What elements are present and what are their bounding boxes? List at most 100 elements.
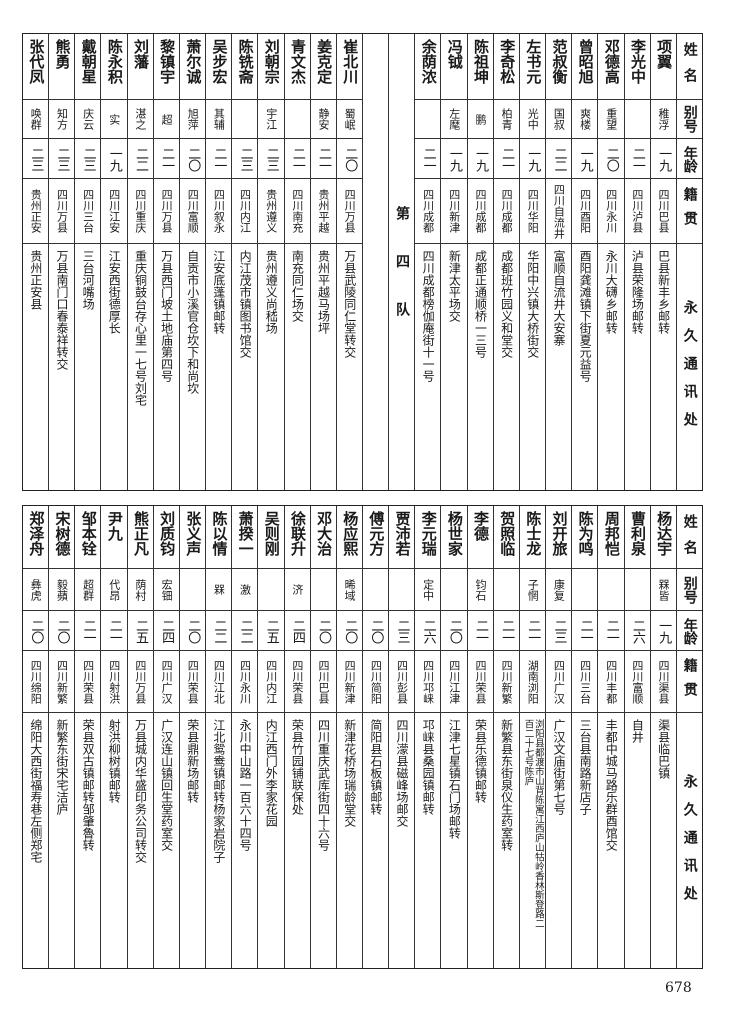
age-cell: 二〇: [598, 139, 624, 179]
age-text: 二一: [316, 146, 332, 171]
age-cell: 二一: [624, 139, 650, 179]
name-cell: 熊勇: [49, 34, 75, 100]
alias-cell: 光中: [519, 100, 546, 139]
origin-cell: 四川巴县: [310, 651, 336, 713]
age-cell: 二〇: [336, 139, 362, 179]
person-column: 崔北川 蜀岷 二〇 四川万县 万县武陵同仁堂转交: [335, 34, 362, 490]
address-text: 江安底蓬镇邮转: [211, 250, 226, 334]
name-cell: 周邦恺: [598, 506, 624, 569]
origin-text: 四川荣县: [81, 659, 95, 704]
alias-text: 柏青: [500, 108, 514, 130]
address-cell: 绵阳大西街福寿巷左侧郑宅: [23, 713, 48, 968]
person-column: 周邦恺 二一 四川丰都 丰都中城马路乐群酉馆交: [597, 506, 624, 968]
header-address-text: 永久通讯处: [681, 773, 698, 914]
name-cell: 宋树德: [49, 506, 75, 569]
header-alias-text: 别号: [681, 575, 698, 604]
name-text: 邹本铨: [79, 511, 98, 556]
alias-cell: 槑: [206, 569, 232, 611]
age-text: 二一: [629, 146, 645, 171]
origin-cell: 四川江北: [206, 651, 232, 713]
origin-cell: 四川南充: [284, 179, 310, 244]
origin-text: 四川邛崃: [421, 659, 435, 704]
alias-cell: [179, 569, 206, 611]
address-text: 丰都中城马路乐群酉馆交: [604, 719, 619, 851]
age-cell: 二〇: [22, 611, 49, 651]
person-column: 李奇松 柏青 二一 四川成都 成都班竹园义和堂交: [492, 34, 519, 490]
age-cell: 二一: [284, 139, 310, 179]
age-text: 二一: [577, 618, 593, 643]
address-text: 酉阳龚滩镇下街夏元益号: [578, 250, 593, 382]
origin-cell: 四川永川: [598, 179, 624, 244]
name-text: 李奇松: [498, 39, 517, 84]
roster-table-bottom: 姓名 别号 年龄 籍贯 永久通讯处 杨达宇 槑皆 一九 四川渠县 渠县临巴镇 曹利泉 二六 四川富顺 自井…: [22, 505, 703, 969]
age-text: 二一: [211, 146, 227, 171]
origin-cell: 四川永川: [232, 651, 258, 713]
name-text: 曾昭旭: [576, 39, 595, 84]
age-cell: 一九: [572, 139, 598, 179]
age-text: 二一: [499, 146, 515, 171]
origin-text: 四川巴县: [317, 659, 330, 704]
address-text: 万县南门口春泰祥转交: [54, 250, 69, 370]
origin-text: 四川射洪: [107, 659, 121, 704]
name-cell: 贺照临: [493, 506, 519, 569]
alias-text: 旭萍: [186, 108, 200, 130]
age-cell: 二一: [598, 611, 624, 651]
alias-text: 定中: [421, 578, 435, 601]
origin-cell: 四川成都: [493, 179, 519, 244]
name-cell: 刘朝宗: [258, 34, 284, 100]
address-text: 内江西门外李家花园: [264, 719, 279, 827]
origin-text: 四川酉阳: [578, 189, 592, 233]
person-column: 张义声 二〇 四川荣县 荣县鼎新场邮转: [178, 506, 206, 968]
address-text: 荣县鼎新场邮转: [185, 719, 200, 803]
origin-text: 四川成都: [421, 189, 435, 233]
age-text: 二二: [132, 146, 148, 171]
header-column: 姓名 别号 年龄 籍贯 永久通讯处: [675, 506, 702, 968]
alias-text: 槑皆: [657, 578, 671, 601]
age-cell: 二一: [153, 139, 179, 179]
age-cell: 二三: [232, 139, 258, 179]
age-text: 二〇: [28, 618, 44, 643]
alias-cell: 唤群: [22, 100, 49, 139]
name-text: 郑泽舟: [27, 511, 46, 556]
name-text: 刘朝宗: [262, 39, 281, 84]
team-label-column: 第四队: [388, 34, 414, 490]
alias-cell: 激: [232, 569, 258, 611]
age-text: 二六: [420, 618, 436, 643]
origin-text: 四川广汉: [160, 659, 174, 704]
person-column: 傅元方 二〇 四川简阳 简阳县石板镇邮转: [361, 506, 389, 968]
name-text: 陈祖坤: [472, 39, 491, 84]
person-column: 陈祖坤鹏一九 四川成都 成都正通顺桥一三号: [466, 34, 493, 490]
address-cell: 巴县新丰乡邮转: [651, 244, 676, 490]
address-text: 万县城内华盛印务公司转交: [133, 719, 148, 863]
address-cell: 荣县鼎新场邮转: [180, 713, 205, 968]
origin-text: 湖南浏阳: [526, 659, 540, 704]
name-text: 宋树德: [53, 511, 72, 556]
person-column: 杨达宇 槑皆 一九 四川渠县 渠县临巴镇: [649, 506, 676, 968]
address-text: 荣县乐德镇邮转: [473, 719, 488, 803]
age-cell: 二四: [153, 611, 179, 651]
age-text: 二〇: [446, 618, 462, 643]
address-cell: 泸县荣隆场邮转: [625, 244, 650, 490]
person-column: 吴则刚 二五 四川内江 内江西门外李家花园: [257, 506, 284, 968]
address-cell: 永川大礴乡邮转: [598, 244, 623, 490]
name-text: 周邦恺: [602, 511, 621, 556]
origin-cell: 四川三台: [75, 179, 101, 244]
address-cell: 荣县竹园铺联保处: [285, 713, 310, 968]
person-column: 范叔衡 国叔 二二 四川自流井 富顺自流井大安寨: [545, 34, 572, 490]
address-text: 荣县竹园铺联保处: [290, 719, 305, 815]
origin-cell: 四川荣县: [179, 651, 206, 713]
name-text: 崔北川: [341, 39, 360, 84]
origin-text: 贵州平越: [317, 189, 330, 233]
address-text: 永川大礴乡邮转: [604, 250, 619, 334]
alias-text: 荫村: [133, 578, 147, 601]
name-text: 左书元: [524, 39, 543, 84]
origin-text: 四川广汉: [552, 659, 566, 704]
person-column: 熊正凡 荫村 二五 四川万县 万县城内华盛印务公司转交: [126, 506, 153, 968]
origin-cell: 四川新津: [441, 179, 467, 244]
alias-cell: 定中: [415, 569, 441, 611]
name-text: 陈以情: [210, 511, 229, 556]
alias-text: 子惘: [526, 578, 540, 601]
name-cell: 余荫浓: [415, 34, 441, 100]
name-text: 张代凤: [27, 39, 46, 84]
alias-cell: 超群: [75, 569, 101, 611]
